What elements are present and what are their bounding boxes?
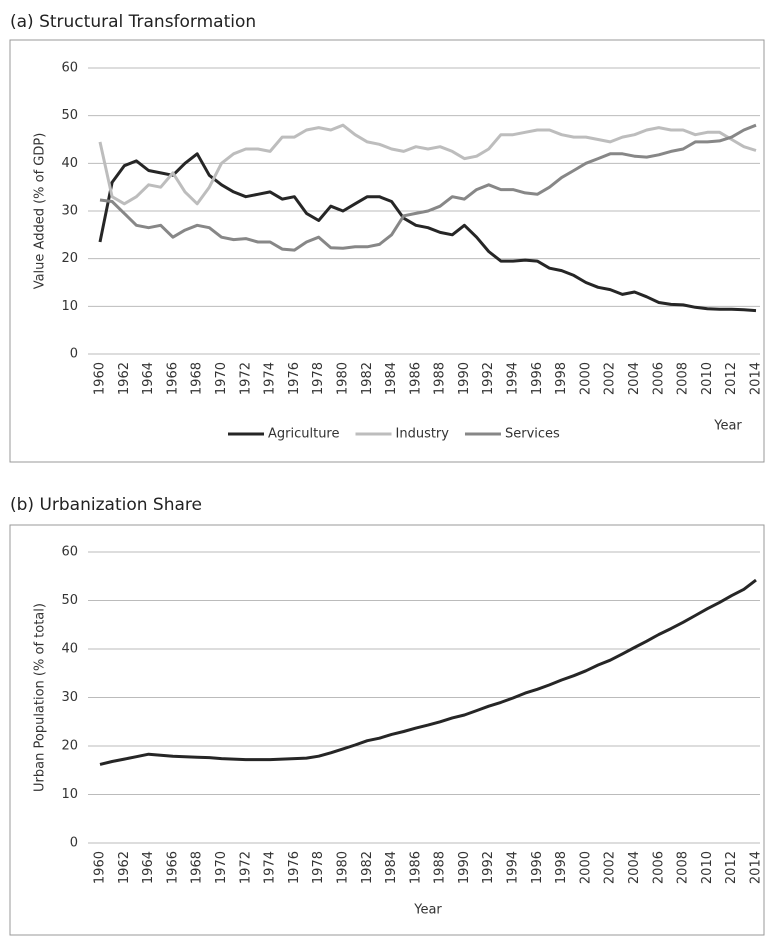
panel-frame: [9, 39, 765, 463]
x-tick-label: 1982: [360, 362, 375, 395]
y-tick-label: 0: [70, 836, 78, 851]
x-tick-label: 2014: [749, 851, 764, 884]
x-tick-label: 2010: [700, 362, 715, 395]
x-tick-label: 1974: [263, 362, 278, 395]
x-tick-label: 1976: [287, 362, 302, 395]
x-tick-label: 1970: [214, 851, 229, 884]
x-tick-label: 2004: [627, 362, 642, 395]
y-tick-label: 10: [61, 299, 78, 314]
legend-label: Agriculture: [268, 427, 340, 442]
x-tick-label: 1990: [457, 362, 472, 395]
x-tick-label: 1972: [238, 851, 253, 884]
x-tick-label: 1980: [335, 362, 350, 395]
x-tick-label: 1968: [190, 851, 205, 884]
x-tick-label: 1970: [214, 362, 229, 395]
x-tick-label: 1998: [554, 851, 569, 884]
chart-title: (b) Urbanization Share: [10, 495, 202, 515]
panel-frame: [9, 524, 765, 936]
x-tick-label: 1976: [287, 851, 302, 884]
chart-title: (a) Structural Transformation: [10, 12, 256, 32]
x-tick-label: 2000: [578, 851, 593, 884]
y-tick-label: 10: [61, 787, 78, 802]
y-tick-label: 50: [61, 108, 78, 123]
series-line: [98, 152, 757, 313]
y-tick-label: 60: [61, 61, 78, 76]
x-tick-label: 1966: [165, 362, 180, 395]
x-tick-label: 1992: [481, 851, 496, 884]
x-tick-label: 2008: [676, 362, 691, 395]
legend-label: Services: [505, 427, 560, 442]
x-tick-label: 1984: [384, 851, 399, 884]
y-tick-label: 60: [61, 545, 78, 560]
x-tick-label: 2002: [603, 851, 618, 884]
x-tick-label: 2010: [700, 851, 715, 884]
x-tick-label: 1962: [117, 362, 132, 395]
x-tick-label: 1988: [433, 851, 448, 884]
y-axis-label: Value Added (% of GDP): [33, 133, 48, 290]
x-tick-label: 1960: [93, 362, 108, 395]
x-tick-label: 1974: [263, 851, 278, 884]
x-tick-label: 2008: [676, 851, 691, 884]
x-tick-label: 1996: [530, 851, 545, 884]
x-tick-label: 1972: [238, 362, 253, 395]
x-tick-label: 1966: [165, 851, 180, 884]
y-tick-label: 0: [70, 347, 78, 362]
x-axis-label: Year: [413, 903, 442, 918]
y-axis-label: Urban Population (% of total): [33, 603, 48, 792]
series-line: [99, 123, 757, 252]
y-tick-label: 20: [61, 251, 78, 266]
x-tick-label: 2012: [724, 362, 739, 395]
x-tick-label: 1988: [433, 362, 448, 395]
x-tick-label: 1964: [141, 362, 156, 395]
x-tick-label: 2012: [724, 851, 739, 884]
x-tick-label: 1996: [530, 362, 545, 395]
y-tick-label: 40: [61, 642, 78, 657]
x-tick-label: 1962: [117, 851, 132, 884]
x-tick-label: 1978: [311, 851, 326, 884]
x-tick-label: 1968: [190, 362, 205, 395]
x-tick-label: 1982: [360, 851, 375, 884]
y-tick-label: 50: [61, 593, 78, 608]
x-tick-label: 1998: [554, 362, 569, 395]
y-tick-label: 20: [61, 739, 78, 754]
x-tick-label: 1984: [384, 362, 399, 395]
x-tick-label: 1994: [506, 851, 521, 884]
series-line: [99, 578, 757, 766]
x-axis-label: Year: [713, 419, 742, 434]
y-tick-label: 30: [61, 204, 78, 219]
y-tick-label: 30: [61, 690, 78, 705]
x-tick-label: 2004: [627, 851, 642, 884]
x-tick-label: 2006: [651, 362, 666, 395]
x-tick-label: 1986: [408, 362, 423, 395]
x-tick-label: 2006: [651, 851, 666, 884]
x-tick-label: 1990: [457, 851, 472, 884]
x-tick-label: 1994: [506, 362, 521, 395]
x-tick-label: 2002: [603, 362, 618, 395]
x-tick-label: 1964: [141, 851, 156, 884]
x-tick-label: 1986: [408, 851, 423, 884]
legend-label: Industry: [396, 427, 450, 442]
x-tick-label: 1960: [93, 851, 108, 884]
y-tick-label: 40: [61, 156, 78, 171]
x-tick-label: 2014: [749, 362, 764, 395]
x-tick-label: 1980: [335, 851, 350, 884]
x-tick-label: 1978: [311, 362, 326, 395]
x-tick-label: 1992: [481, 362, 496, 395]
x-tick-label: 2000: [578, 362, 593, 395]
series-line: [98, 123, 757, 206]
